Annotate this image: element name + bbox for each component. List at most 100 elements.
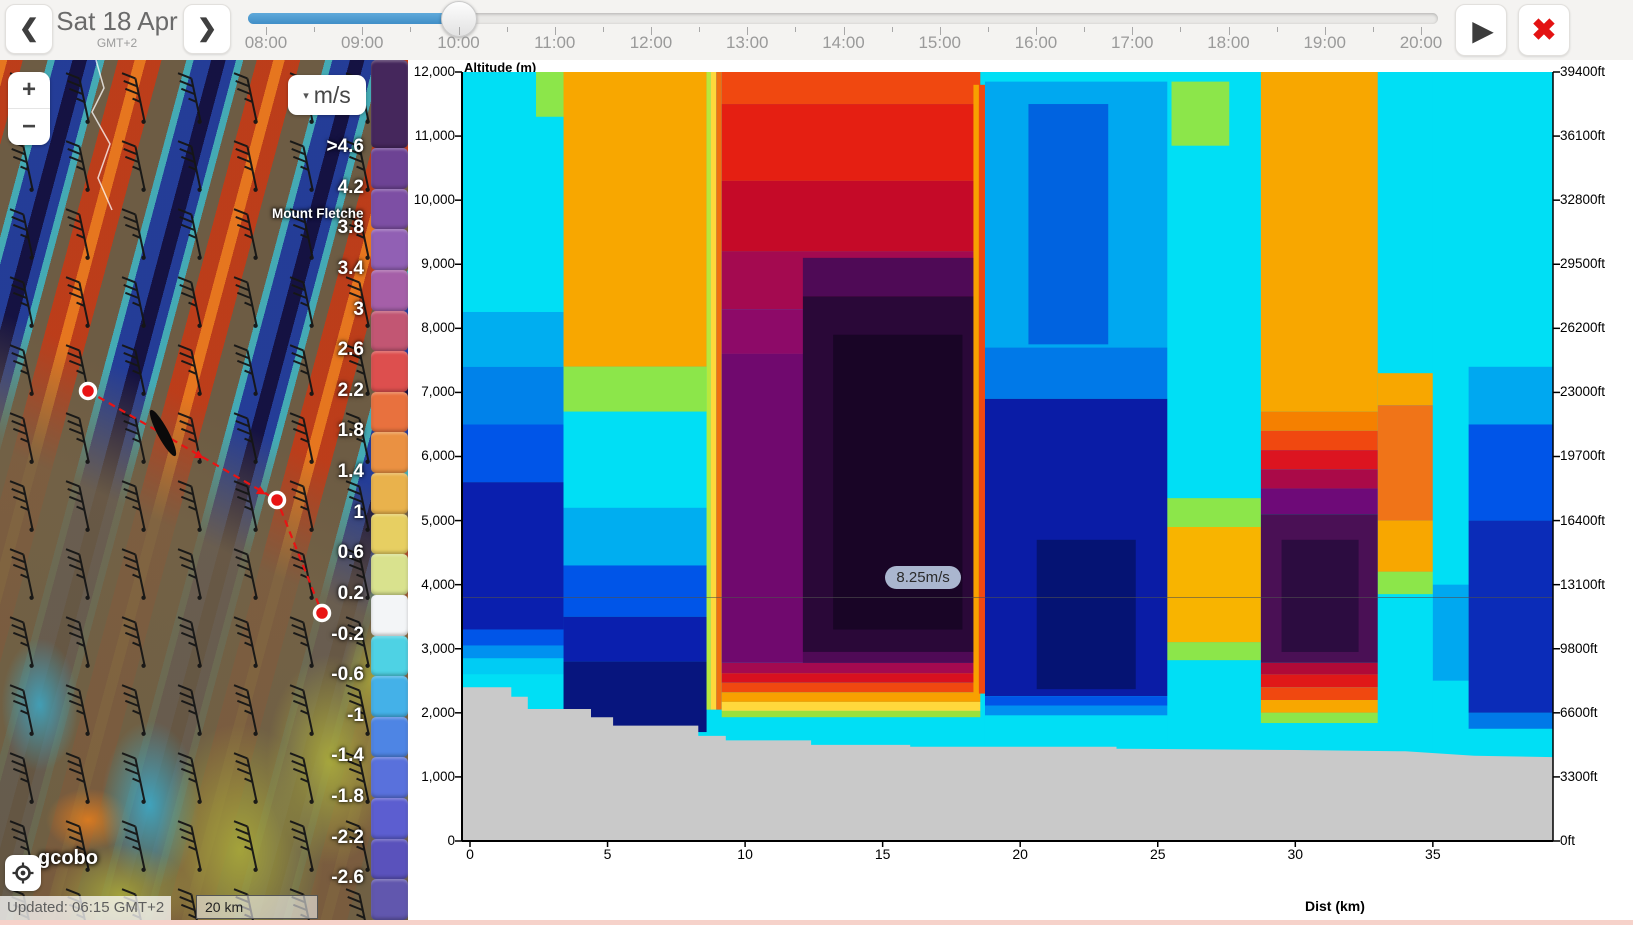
y-left-tick-label: 11,000 <box>414 128 455 144</box>
legend-swatch <box>371 594 408 636</box>
close-icon: ✖ <box>1531 13 1557 47</box>
y-right-tick-label: 13100ft <box>1560 576 1606 592</box>
legend-value-label: -1.4 <box>331 745 364 767</box>
map-place-label: Mount Fletche <box>272 206 364 221</box>
y-right-tick-label: 9800ft <box>1560 640 1598 656</box>
x-tick-label: 35 <box>1425 846 1441 862</box>
route-arrow-icon <box>193 450 204 459</box>
y-right-tick-label: 6600ft <box>1560 704 1598 720</box>
legend-swatch <box>371 269 408 311</box>
time-tick-label: 17:00 <box>1110 33 1154 52</box>
map-panel[interactable]: + − ▾ m/s >4.6 4.2 3.8 3.4 3 2.6 2.2 1.8 1.4 1 0.6… <box>0 60 408 920</box>
cross-section-plot[interactable] <box>455 71 1560 847</box>
time-tick-label: 13:00 <box>725 33 769 52</box>
slider-minor-tick <box>410 27 412 32</box>
y-left-tick-label: 12,000 <box>413 64 455 79</box>
y-left-tick-label: 8,000 <box>421 320 455 336</box>
time-slider[interactable]: 08:00 09:00 10:00 11:00 12:00 13:00 14:00 15:00… <box>245 0 1442 60</box>
legend-swatch <box>371 351 408 392</box>
date-label: Sat 18 Apr <box>56 6 178 36</box>
legend-swatch <box>371 432 408 473</box>
river-line <box>91 60 113 211</box>
color-scale-bar <box>371 60 408 920</box>
x-tick-label: 0 <box>466 846 474 862</box>
legend-value-label: -2.6 <box>331 867 364 889</box>
chevron-left-icon: ❮ <box>18 15 40 42</box>
legend-value-label: -1 <box>347 704 364 726</box>
units-label: m/s <box>313 81 351 108</box>
legend-value-label: 1.4 <box>337 461 364 483</box>
route-marker-mid[interactable] <box>267 490 287 510</box>
slider-tick <box>747 27 749 35</box>
time-tick-label: 08:00 <box>244 33 288 52</box>
y-left-tick-label: 7,000 <box>421 384 455 400</box>
y-left-tick-label: 5,000 <box>421 512 455 528</box>
y-right-tick-label: 3300ft <box>1560 768 1598 784</box>
slider-minor-tick <box>602 27 604 32</box>
slider-minor-tick <box>699 27 701 32</box>
time-tick-label: 14:00 <box>822 33 865 52</box>
y-left-tick-label: 3,000 <box>421 640 455 656</box>
route-marker-end[interactable] <box>312 603 332 623</box>
legend-swatch <box>371 757 408 798</box>
time-tick-label: 11:00 <box>534 33 576 52</box>
legend-value-label: 4.2 <box>337 176 364 198</box>
legend-value-label: -1.8 <box>331 786 364 808</box>
legend-swatch <box>371 635 408 677</box>
slider-minor-tick <box>1372 27 1374 32</box>
y-right-tick-label: 29500ft <box>1560 256 1606 272</box>
slider-tick <box>651 27 652 35</box>
legend-swatch <box>371 148 408 189</box>
time-tick-label: 15:00 <box>918 33 962 52</box>
time-tick-label: 12:00 <box>629 33 673 52</box>
x-tick-label: 5 <box>603 846 612 862</box>
slider-tick <box>1421 27 1422 35</box>
legend-value-label: 2.6 <box>337 339 364 361</box>
legend-swatch <box>371 310 408 352</box>
x-tick-label: 20 <box>1012 846 1028 862</box>
time-tick-label: 16:00 <box>1014 33 1058 52</box>
close-button[interactable]: ✖ <box>1518 4 1570 56</box>
value-tooltip: 8.25m/s <box>885 566 961 590</box>
zoom-in-button[interactable]: + <box>8 72 50 109</box>
wind-barbs-layer <box>0 60 370 920</box>
slider-minor-tick <box>1276 27 1278 32</box>
legend-value-label: 3 <box>353 298 364 320</box>
x-tick-label: 15 <box>874 846 891 862</box>
legend-value-label: 2.2 <box>337 379 364 401</box>
zoom-out-button[interactable]: − <box>21 113 36 140</box>
legend-value-label: 1.8 <box>337 420 364 442</box>
time-slider-track[interactable] <box>248 13 1438 24</box>
legend-swatch <box>371 60 408 148</box>
y-right-tick-label: 36100ft <box>1560 128 1606 144</box>
target-icon <box>12 862 34 884</box>
x-tick-label: 10 <box>737 846 753 862</box>
legend-value-label: -0.6 <box>331 664 364 686</box>
slider-tick <box>458 27 460 35</box>
y-left-tick-label: 10,000 <box>413 192 455 208</box>
route-marker-start[interactable] <box>78 381 98 401</box>
timezone-label: GMT+2 <box>96 36 138 50</box>
date-display: Sat 18 Apr GMT+2 <box>52 6 182 50</box>
legend-swatch <box>371 716 408 758</box>
cross-section-line[interactable] <box>87 390 324 614</box>
legend-swatch <box>371 513 408 555</box>
y-right-tick-label: 19700ft <box>1560 448 1606 464</box>
x-tick-label: 30 <box>1287 846 1304 862</box>
time-slider-fill <box>248 13 458 24</box>
time-tick-label: 19:00 <box>1303 33 1347 52</box>
slider-minor-tick <box>506 27 508 32</box>
legend-value-label: >4.6 <box>326 136 364 157</box>
slider-tick <box>362 27 364 35</box>
locate-me-button[interactable] <box>5 855 41 891</box>
legend-swatch <box>371 838 408 880</box>
next-day-button[interactable]: ❯ <box>183 4 231 54</box>
y-right-tick-label: 16400ft <box>1560 512 1606 528</box>
previous-day-button[interactable]: ❮ <box>5 4 53 54</box>
legend-value-label: 3.8 <box>337 217 364 239</box>
play-animation-button[interactable]: ▶ <box>1455 4 1507 56</box>
units-dropdown-button[interactable]: ▾ m/s <box>288 75 366 115</box>
x-axis-title: Dist (km) <box>1305 898 1365 914</box>
y-left-tick-label: 6,000 <box>421 448 455 464</box>
legend-swatch <box>371 188 408 230</box>
